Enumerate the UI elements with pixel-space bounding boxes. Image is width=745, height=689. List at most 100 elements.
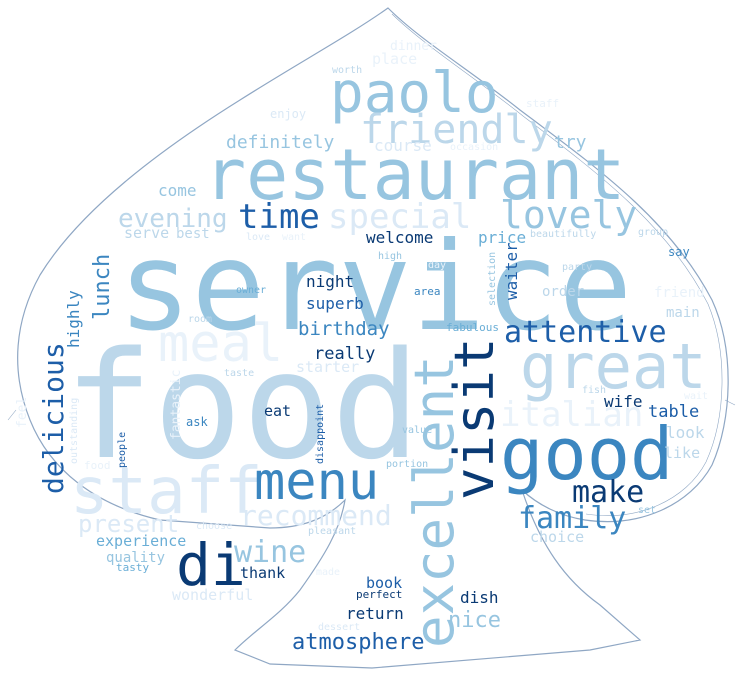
word-waiter: waiter [502, 242, 521, 300]
word-value: value [402, 425, 433, 436]
word-wait: wait [684, 391, 709, 402]
word-friend: friend [654, 285, 705, 301]
word-thank: thank [240, 564, 286, 582]
word-menu: menu [254, 452, 380, 512]
word-make: make [572, 475, 645, 510]
word-order: order [542, 284, 585, 300]
spade-outline-inner [7, 13, 736, 516]
word-great: great [520, 330, 707, 403]
word-really: really [314, 344, 376, 364]
word-outstanding: outstanding [69, 397, 80, 464]
word-dinner: dinner [390, 39, 437, 54]
word-selection: selection [487, 251, 498, 306]
word-italian: italian [500, 395, 644, 435]
word-eat: eat [264, 402, 292, 420]
word-people: people [117, 431, 128, 468]
word-evening: evening [118, 204, 228, 234]
word-choice: choice [530, 528, 585, 546]
word-look: look [666, 423, 705, 442]
word-paolo: paolo [330, 61, 499, 126]
word-time: time [238, 197, 320, 237]
word-portion: portion [386, 459, 429, 470]
word-fantastic: fantastic [169, 369, 184, 440]
word-present: present [78, 510, 180, 538]
word-occasion: occasion [450, 142, 499, 153]
word-lunch: lunch [90, 253, 115, 320]
word-food: food [64, 320, 421, 492]
word-ask: ask [186, 415, 208, 429]
word-come: come [158, 181, 197, 200]
word-restaurant: restaurant [204, 134, 626, 216]
word-like: like [664, 444, 701, 462]
word-lovely: lovely [500, 193, 638, 237]
word-group: group [638, 227, 669, 238]
word-starter: starter [296, 358, 360, 376]
word-set: set [638, 505, 657, 516]
word-visit: visit [443, 337, 506, 500]
word-choose: choose [196, 521, 233, 532]
word-wife: wife [604, 392, 643, 411]
word-try: try [554, 132, 587, 153]
word-highly: highly [64, 290, 83, 348]
word-service: service [118, 216, 633, 358]
word-attentive: attentive [504, 315, 667, 350]
word-fabulous: fabulous [446, 321, 499, 334]
word-meal: meal [158, 314, 284, 374]
word-high: high [378, 251, 403, 262]
word-good: good [500, 412, 674, 496]
word-day: day [428, 260, 447, 271]
word-dessert: dessert [318, 622, 361, 633]
word-birthday: birthday [298, 318, 390, 340]
word-owner: owner [236, 285, 267, 296]
word-wonderful: wonderful [172, 586, 254, 604]
word-staff: staff [70, 455, 263, 529]
word-place: place [372, 50, 418, 68]
word-nice: nice [448, 608, 501, 633]
word-family: family [518, 501, 627, 536]
word-dish: dish [460, 588, 499, 607]
word-special: special [328, 197, 472, 237]
word-di: di [176, 531, 246, 599]
word-feel: feel [15, 396, 30, 428]
word-welcome: welcome [366, 228, 434, 247]
word-love: love [246, 232, 271, 243]
word-experience: experience [96, 532, 187, 550]
word-want: want [282, 232, 307, 243]
word-table: table [648, 402, 700, 422]
word-wine: wine [234, 535, 307, 570]
word-main: main [666, 305, 700, 321]
word-made: made [316, 567, 341, 578]
word-book: book [366, 574, 403, 592]
word-party: party [562, 262, 593, 273]
word-pleasant: pleasant [308, 526, 357, 537]
word-atmosphere: atmosphere [292, 630, 425, 655]
word-staff-small: staff [526, 97, 560, 110]
word-area: area [414, 285, 441, 298]
word-say: say [668, 245, 690, 259]
word-beautifully: beautifully [530, 229, 597, 240]
word-friendly: friendly [360, 107, 553, 153]
spade-outline-path [17, 7, 729, 669]
word-perfect: perfect [356, 588, 403, 601]
word-disappoint: disappoint [315, 403, 326, 464]
word-delicious: delicious [37, 342, 70, 494]
word-night: night [306, 272, 355, 291]
word-recommend: recommend [240, 499, 392, 532]
word-superb: superb [306, 294, 364, 313]
word-return: return [346, 604, 404, 623]
word-enjoy: enjoy [270, 107, 307, 121]
word-food-small: food [84, 459, 111, 472]
word-tasty: tasty [116, 561, 150, 574]
word-price: price [478, 228, 527, 247]
word-quality: quality [106, 550, 166, 566]
word-best: best [176, 226, 210, 242]
word-taste: taste [224, 368, 255, 379]
word-worth: worth [332, 65, 363, 76]
word-room: room [188, 314, 213, 325]
word-fish: fish [582, 385, 607, 396]
word-serve: serve [124, 224, 170, 242]
word-definitely: definitely [226, 132, 335, 153]
word-course: course [374, 136, 432, 155]
